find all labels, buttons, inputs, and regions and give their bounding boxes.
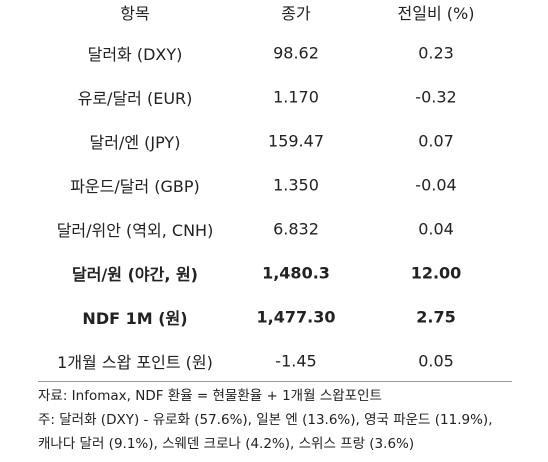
footnote: 캐나다 달러 (9.1%), 스웨덴 크로나 (4.2%), 스위스 프랑 (3… <box>38 436 415 452</box>
table-cell: 달러/엔 (JPY) <box>89 133 181 152</box>
table-cell: 달러/위안 (역외, CNH) <box>56 221 214 240</box>
table-cell: 0.23 <box>418 43 454 63</box>
table-cell: NDF 1M (원) <box>82 309 188 328</box>
table-cell: 유로/달러 (EUR) <box>77 89 193 108</box>
table-cell: 달러화 (DXY) <box>87 45 183 64</box>
table-cell: 12.00 <box>410 263 462 283</box>
table-cell: 159.47 <box>268 131 324 151</box>
table-cell: 6.832 <box>273 219 319 239</box>
header-cell: 전일비 (%) <box>397 4 475 23</box>
table-cell: 달러/원 (야간, 원) <box>71 265 199 284</box>
table-cell: 1개월 스왑 포인트 (원) <box>57 353 213 372</box>
footnote: 주: 달러화 (DXY) - 유로화 (57.6%), 일본 엔 (13.6%)… <box>38 412 493 428</box>
table-cell: -1.45 <box>275 351 317 371</box>
header-cell: 종가 <box>281 4 311 23</box>
header-cell: 항목 <box>120 4 150 23</box>
table-cell: -0.04 <box>415 175 457 195</box>
table-cell: 0.05 <box>418 351 454 371</box>
table-cell: 1,477.30 <box>256 307 336 327</box>
table-cell: 1,480.3 <box>262 263 330 283</box>
table-cell: 1.170 <box>273 87 319 107</box>
table-cell: 0.04 <box>418 219 454 239</box>
table-cell: 98.62 <box>273 43 319 63</box>
footnote: 자료: Infomax, NDF 환율 = 현물환율 + 1개월 스왑포인트 <box>38 388 382 404</box>
table-cell: 0.07 <box>418 131 454 151</box>
divider <box>38 381 512 382</box>
table-cell: -0.32 <box>415 87 457 107</box>
table-cell: 파운드/달러 (GBP) <box>70 177 200 196</box>
table-cell: 2.75 <box>416 307 456 327</box>
table-cell: 1.350 <box>273 175 319 195</box>
